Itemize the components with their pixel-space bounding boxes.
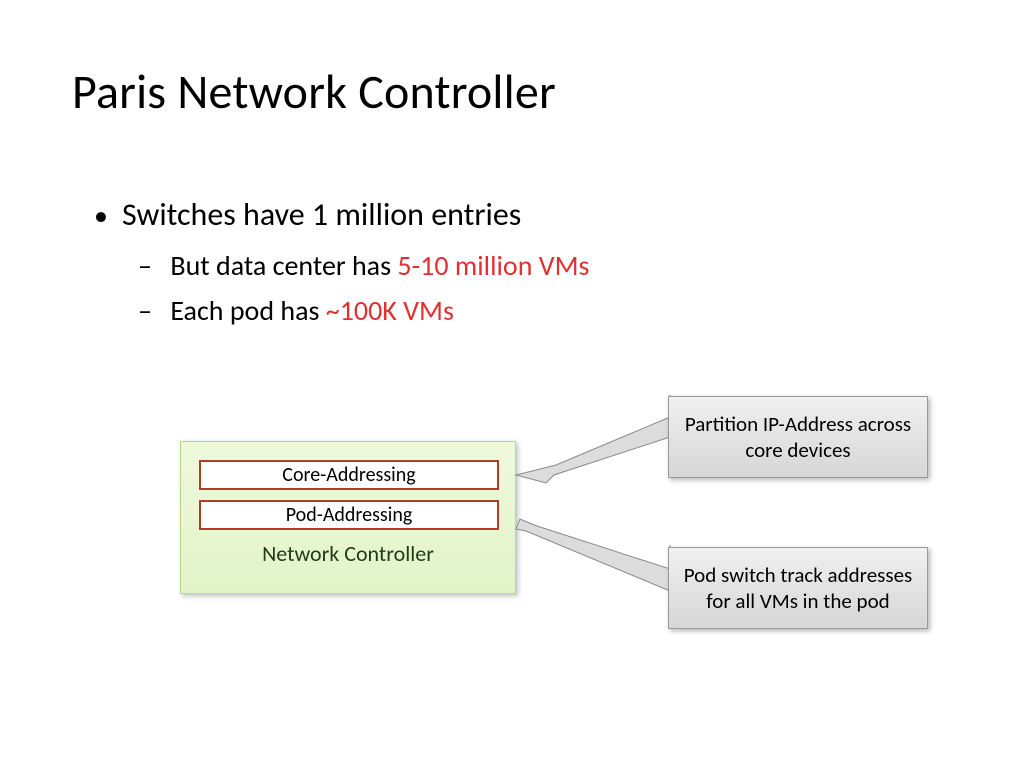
bullet-sub-1: But data center has 5-10 million VMs <box>138 248 590 283</box>
callout-pointer-top <box>516 395 676 495</box>
bullet-main: Switches have 1 million entries <box>122 195 590 234</box>
callout-pointer-bot <box>516 515 676 625</box>
bullet-sub-1-text: But data center has <box>170 248 397 283</box>
callout-partition: Partition IP-Address across core devices <box>668 396 928 478</box>
bullet-sub-2-text: Each pod has <box>170 293 325 328</box>
core-addressing-row: Core-Addressing <box>199 460 499 490</box>
bullet-list: Switches have 1 million entries But data… <box>94 195 590 338</box>
callout-pointer-bot-shape <box>516 519 670 591</box>
network-controller-label: Network Controller <box>181 540 515 567</box>
callout-podswitch: Pod switch track addresses for all VMs i… <box>668 547 928 629</box>
network-controller-box: Core-Addressing Pod-Addressing Network C… <box>180 441 516 594</box>
bullet-sub-1-highlight: 5-10 million VMs <box>397 248 589 283</box>
slide-title: Paris Network Controller <box>72 62 556 121</box>
slide: Paris Network Controller Switches have 1… <box>0 0 1024 768</box>
bullet-sub-2-highlight: ~100K VMs <box>326 293 454 328</box>
pod-addressing-row: Pod-Addressing <box>199 500 499 530</box>
bullet-sub-2: Each pod has ~100K VMs <box>138 293 590 328</box>
callout-pointer-top-shape <box>516 395 670 483</box>
